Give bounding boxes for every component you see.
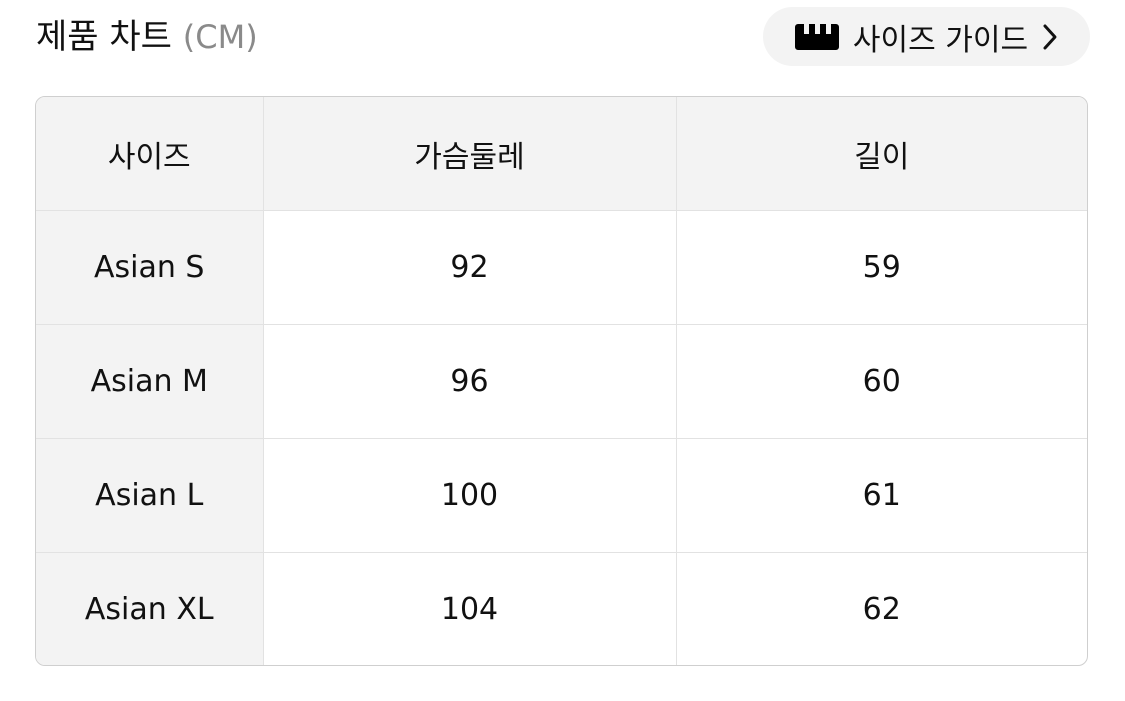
column-header-chest: 가슴둘레	[263, 97, 677, 211]
table-row: Asian S 92 59	[36, 210, 1087, 325]
length-cell: 61	[676, 438, 1087, 553]
table-row: Asian M 96 60	[36, 324, 1087, 439]
size-guide-label: 사이즈 가이드	[852, 22, 1029, 58]
length-cell: 60	[676, 324, 1087, 439]
title-text: 제품 차트	[36, 17, 172, 57]
length-cell: 59	[676, 210, 1087, 325]
size-cell: Asian M	[36, 324, 264, 439]
unit-label: (CM)	[182, 18, 258, 56]
chest-cell: 92	[263, 210, 677, 325]
page-title: 제품 차트 (CM)	[36, 14, 258, 60]
chest-cell: 104	[263, 552, 677, 665]
chest-cell: 96	[263, 324, 677, 439]
size-cell: Asian XL	[36, 552, 264, 665]
table-row: Asian XL 104 62	[36, 552, 1087, 665]
size-cell: Asian S	[36, 210, 264, 325]
size-guide-button[interactable]: 사이즈 가이드	[763, 7, 1090, 66]
size-chart-table: 사이즈 가슴둘레 길이 Asian S 92 59 Asian M 96 60 …	[35, 96, 1088, 666]
table-header-row: 사이즈 가슴둘레 길이	[36, 97, 1087, 211]
chevron-right-icon	[1042, 23, 1058, 51]
ruler-icon	[794, 23, 839, 50]
column-header-size: 사이즈	[36, 97, 264, 211]
column-header-length: 길이	[676, 97, 1087, 211]
table-row: Asian L 100 61	[36, 438, 1087, 553]
length-cell: 62	[862, 591, 901, 627]
chest-cell: 100	[263, 438, 677, 553]
size-cell: Asian L	[36, 438, 264, 553]
